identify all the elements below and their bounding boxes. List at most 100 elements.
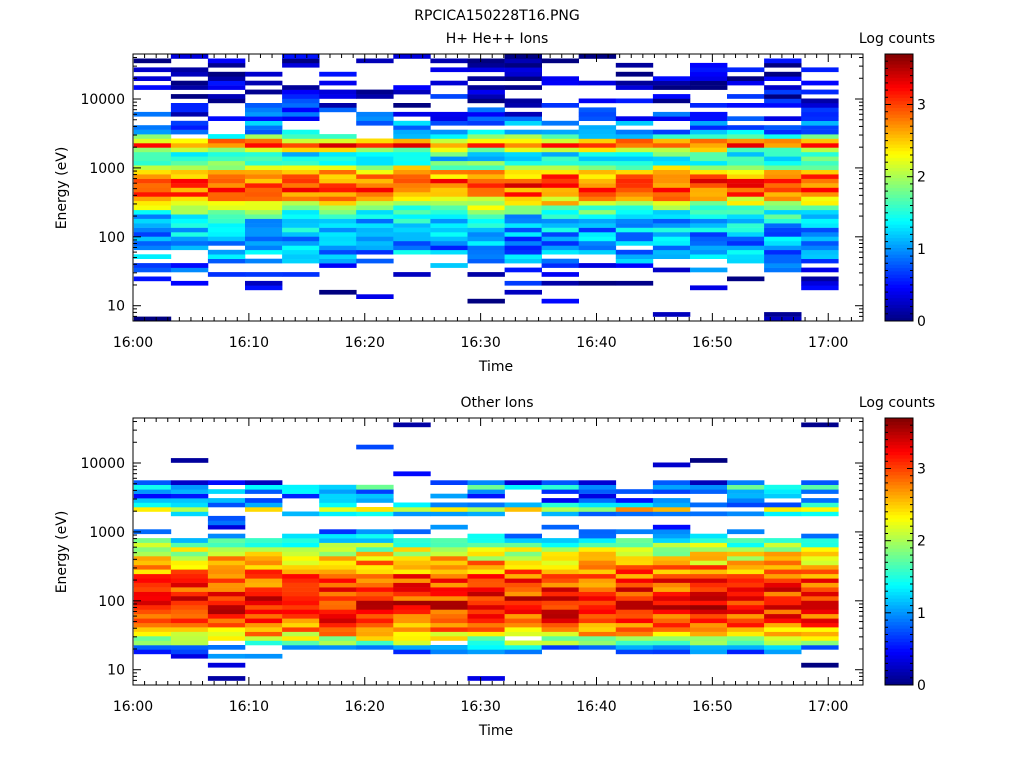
heatmap-cell: [504, 98, 542, 104]
heatmap-cell: [245, 107, 283, 113]
heatmap-cell: [504, 111, 542, 117]
heatmap-cell: [652, 560, 691, 566]
heatmap-cell: [727, 134, 765, 139]
heatmap-cell: [764, 578, 802, 583]
heatmap-cell: [801, 564, 839, 570]
heatmap-cell: [541, 143, 579, 148]
heatmap-cell: [652, 138, 691, 144]
heatmap-cell: [207, 258, 246, 264]
heatmap-cell: [541, 609, 579, 615]
heatmap-cell: [430, 165, 468, 170]
heatmap-cell: [170, 103, 209, 108]
heatmap-cell: [133, 218, 172, 224]
colorbar-swatch: [885, 104, 913, 108]
heatmap-cell: [282, 232, 320, 237]
heatmap-cell: [356, 507, 394, 512]
heatmap-cell: [578, 129, 617, 135]
heatmap-cell: [356, 258, 394, 264]
heatmap-cell: [727, 498, 765, 503]
heatmap-cell: [727, 613, 765, 619]
heatmap-cell: [133, 178, 172, 184]
colorbar-swatch: [885, 471, 913, 476]
heatmap-cell: [393, 232, 431, 237]
heatmap-cell: [727, 640, 765, 646]
heatmap-cell: [170, 556, 209, 561]
heatmap-cell: [504, 218, 542, 224]
heatmap-cell: [133, 227, 172, 233]
colorbar-swatch: [885, 267, 913, 272]
heatmap-cell: [245, 569, 283, 575]
heatmap-cell: [245, 556, 283, 561]
colorbar-swatch: [885, 237, 913, 242]
heatmap-cell: [652, 156, 691, 162]
heatmap-cell: [245, 89, 283, 95]
heatmap-cell: [764, 94, 802, 99]
heatmap-cell: [245, 151, 283, 157]
heatmap-cell: [430, 493, 468, 499]
heatmap-cell: [170, 542, 209, 548]
heatmap-cell: [504, 129, 542, 135]
heatmap-cell: [615, 191, 654, 197]
x-tick-label: 16:40: [576, 335, 616, 351]
heatmap-cell: [578, 134, 617, 139]
heatmap-cell: [690, 178, 728, 184]
heatmap-cell: [319, 174, 357, 179]
heatmap-cell: [764, 174, 802, 179]
heatmap-cell: [467, 627, 505, 632]
heatmap-cell: [467, 143, 505, 148]
heatmap-cell: [170, 54, 209, 59]
heatmap-cell: [133, 636, 172, 641]
heatmap-cell: [282, 249, 320, 255]
heatmap-cell: [467, 587, 505, 592]
heatmap-cell: [245, 191, 283, 197]
heatmap-cell: [615, 627, 654, 632]
heatmap-cell: [690, 147, 728, 153]
heatmap-cell: [245, 631, 283, 637]
colorbar-swatch: [885, 117, 913, 122]
heatmap-cell: [801, 551, 839, 557]
heatmap-cell: [393, 183, 431, 188]
heatmap-cell: [727, 529, 765, 535]
colorbar-swatch: [885, 80, 913, 85]
heatmap-cell: [727, 138, 765, 144]
heatmap-cell: [504, 600, 542, 606]
heatmap-cell: [690, 62, 728, 68]
heatmap-cell: [690, 249, 728, 255]
heatmap-cell: [319, 178, 357, 184]
colorbar-swatch: [885, 468, 913, 472]
heatmap-cell: [727, 547, 765, 552]
heatmap-cell: [541, 138, 579, 144]
heatmap-cell: [282, 493, 320, 499]
heatmap-cell: [170, 191, 209, 197]
heatmap-cell: [690, 218, 728, 224]
y-tick-label: 10: [107, 663, 125, 679]
colorbar-swatch: [885, 110, 913, 115]
heatmap-cell: [690, 138, 728, 144]
heatmap-cell: [690, 187, 728, 193]
heatmap-cell: [207, 214, 246, 219]
heatmap-cell: [690, 254, 728, 259]
heatmap-cell: [430, 169, 468, 175]
heatmap-cell: [282, 618, 320, 624]
colorbar-swatch: [885, 451, 913, 456]
heatmap-cell: [467, 489, 505, 494]
heatmap-cell: [764, 129, 802, 135]
colorbar-swatch: [885, 284, 913, 289]
colorbar-tick-label: 3: [917, 98, 926, 114]
heatmap-cell: [764, 156, 802, 162]
heatmap-cell: [245, 71, 283, 77]
heatmap-cell: [578, 560, 617, 566]
heatmap-cell: [541, 120, 579, 126]
heatmap-cell: [393, 196, 431, 202]
heatmap-cell: [207, 116, 246, 121]
colorbar-swatch: [885, 154, 913, 158]
heatmap-cell: [690, 160, 728, 166]
heatmap-cell: [690, 200, 728, 206]
heatmap-cell: [652, 529, 691, 535]
colorbar-swatch: [885, 514, 913, 519]
colorbar-swatch: [885, 74, 913, 78]
heatmap-cell: [430, 604, 468, 610]
heatmap-cell: [541, 232, 579, 237]
heatmap-cell: [764, 169, 802, 175]
